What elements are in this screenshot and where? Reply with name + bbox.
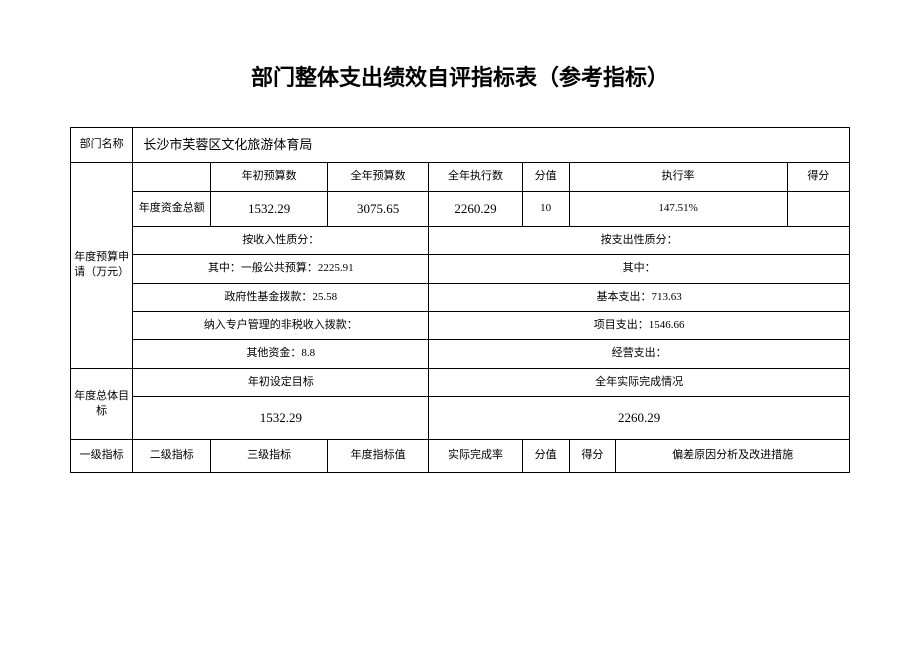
goals-section-label: 年度总体目标 <box>71 368 133 440</box>
goals-initial-value: 1532.29 <box>133 397 429 440</box>
goals-actual-value: 2260.29 <box>429 397 850 440</box>
total-exec: 2260.29 <box>429 191 522 226</box>
goals-initial-label: 年初设定目标 <box>133 368 429 396</box>
dept-name-value: 长沙市芙蓉区文化旅游体育局 <box>133 128 850 163</box>
hdr-level2: 二级指标 <box>133 440 211 472</box>
total-initial: 1532.29 <box>211 191 328 226</box>
budget-section-label: 年度预算申请（万元） <box>71 163 133 369</box>
expense-project: 项目支出：1546.66 <box>429 311 850 339</box>
goals-actual-label: 全年实际完成情况 <box>429 368 850 396</box>
expense-operating: 经营支出： <box>429 340 850 368</box>
expense-ofwhich: 其中： <box>429 255 850 283</box>
hdr-level1: 一级指标 <box>71 440 133 472</box>
empty-cell <box>133 163 211 191</box>
total-label: 年度资金总额 <box>133 191 211 226</box>
col-annual-exec: 全年执行数 <box>429 163 522 191</box>
hdr-actual-rate: 实际完成率 <box>429 440 522 472</box>
income-nontax: 纳入专户管理的非税收入拨款： <box>133 311 429 339</box>
by-income-label: 按收入性质分： <box>133 226 429 254</box>
col-score-weight: 分值 <box>522 163 569 191</box>
by-expense-label: 按支出性质分： <box>429 226 850 254</box>
income-govfund: 政府性基金拨款：25.58 <box>133 283 429 311</box>
col-initial-budget: 年初预算数 <box>211 163 328 191</box>
total-weight: 10 <box>522 191 569 226</box>
income-general: 其中：一般公共预算：2225.91 <box>133 255 429 283</box>
total-score <box>787 191 849 226</box>
evaluation-table: 部门名称 长沙市芙蓉区文化旅游体育局 年度预算申请（万元） 年初预算数 全年预算… <box>70 127 850 473</box>
income-other: 其他资金：8.8 <box>133 340 429 368</box>
hdr-annual-target: 年度指标值 <box>328 440 429 472</box>
col-score: 得分 <box>787 163 849 191</box>
total-rate: 147.51% <box>569 191 787 226</box>
expense-basic: 基本支出：713.63 <box>429 283 850 311</box>
page-title: 部门整体支出绩效自评指标表（参考指标） <box>70 60 850 92</box>
col-exec-rate: 执行率 <box>569 163 787 191</box>
total-annual: 3075.65 <box>328 191 429 226</box>
hdr-weight: 分值 <box>522 440 569 472</box>
dept-name-label: 部门名称 <box>71 128 133 163</box>
col-annual-budget: 全年预算数 <box>328 163 429 191</box>
hdr-deviation: 偏差原因分析及改进措施 <box>616 440 850 472</box>
hdr-level3: 三级指标 <box>211 440 328 472</box>
hdr-score: 得分 <box>569 440 616 472</box>
